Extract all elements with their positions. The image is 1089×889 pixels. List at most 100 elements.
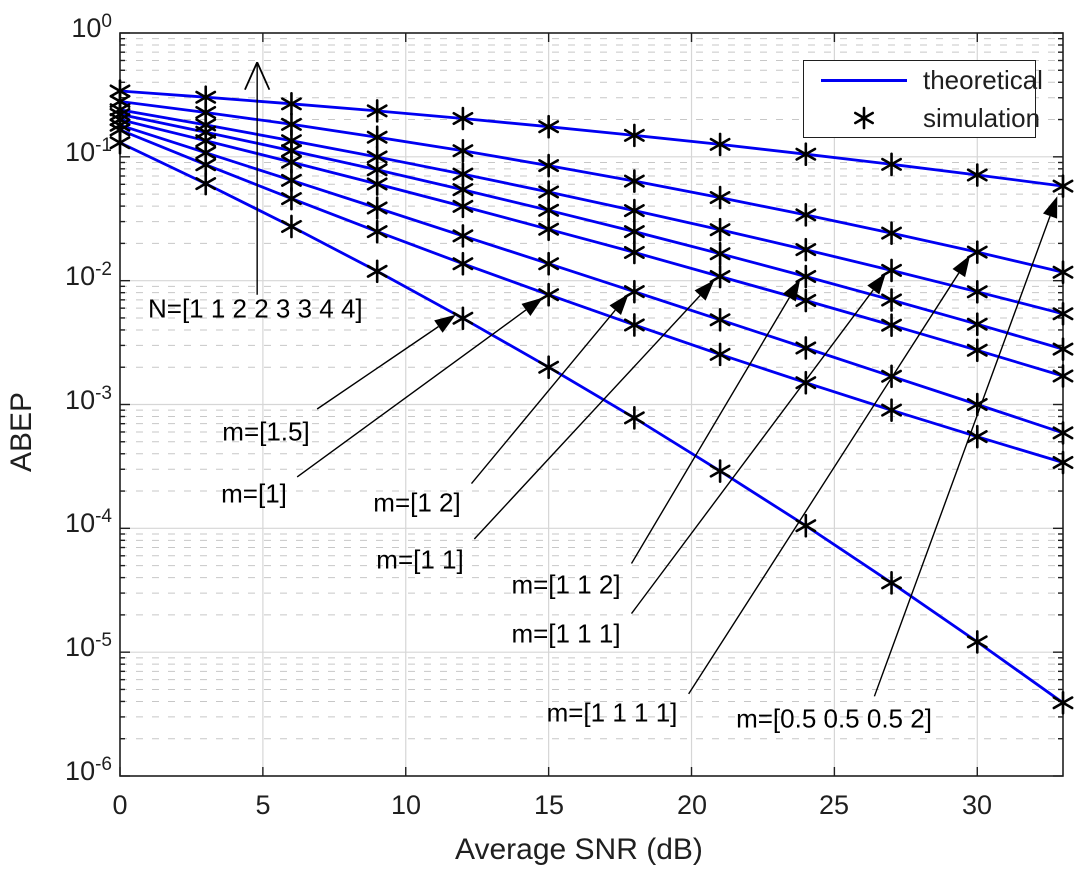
simulation-marker-8-0dB [109, 130, 131, 155]
y-tick-label-10e-6: 10-6 [20, 754, 112, 787]
simulation-marker-6-9dB [366, 196, 388, 220]
y-tick-exponent: -1 [95, 135, 112, 156]
m-annotation-arrow-1 [316, 326, 439, 410]
m-annotation-arrow-7-head [952, 255, 971, 278]
theoretical-curve-8 [119, 141, 1064, 704]
m-annotation-text-7: m=[1 1 1 1] [546, 697, 678, 728]
simulation-marker-8-6dB [281, 214, 302, 239]
y-tick-label-10e-2: 10-2 [20, 259, 112, 292]
theoretical-curve-2 [119, 100, 1064, 274]
m-annotation-arrow-2 [296, 309, 527, 478]
simulation-marker-5-12dB [452, 194, 474, 219]
simulation-marker-8-18dB [623, 406, 645, 430]
simulation-marker-6-21dB [709, 308, 731, 332]
simulation-marker-1-30dB [966, 163, 988, 187]
y-tick-label-10e-5: 10-5 [20, 630, 112, 663]
y-tick-exponent: -3 [95, 383, 112, 404]
simulation-marker-1-15dB [538, 114, 560, 139]
x-tick-label-30: 30 [961, 790, 993, 820]
simulation-marker-8-15dB [538, 355, 560, 380]
m-annotation-text-6: m=[1 1 1] [511, 618, 621, 649]
simulation-marker-6-30dB [966, 392, 988, 417]
simulation-marker-5-30dB [966, 338, 988, 363]
simulation-marker-5-15dB [538, 217, 560, 242]
y-tick-base: 10 [65, 261, 96, 291]
simulation-marker-6-27dB [881, 364, 902, 389]
theoretical-line-icon [816, 78, 911, 82]
simulation-marker-1-6dB [281, 92, 302, 116]
simulation-marker-2-24dB [795, 203, 817, 227]
theoretical-curve-3 [119, 108, 1064, 316]
simulation-marker-1-24dB [795, 142, 817, 167]
theoretical-curve-1 [119, 89, 1064, 188]
simulation-marker-2-15dB [538, 153, 560, 178]
m-annotation-arrow-7 [688, 272, 960, 695]
simulation-marker-7-33dB [1052, 450, 1074, 475]
simulation-marker-8-24dB [795, 513, 817, 538]
simulation-marker-4-27dB [881, 288, 902, 312]
simulation-marker-5-9dB [366, 172, 388, 196]
legend-label: simulation [923, 102, 1041, 133]
m-annotation-arrow-1-head [434, 314, 456, 333]
simulation-marker-3-21dB [709, 217, 731, 242]
simulation-marker-6-33dB [1052, 421, 1074, 445]
simulation-marker-7-18dB [623, 313, 645, 337]
simulation-marker-2-12dB [452, 138, 474, 163]
simulation-marker-8-33dB [1052, 691, 1074, 715]
x-axis-label: Average SNR (dB) [455, 833, 703, 866]
x-tick-label-5: 5 [255, 790, 271, 820]
simulation-marker-7-9dB [366, 219, 388, 244]
m-annotation-text-3: m=[1 2] [373, 487, 461, 518]
simulation-marker-5-24dB [795, 288, 817, 313]
simulation-marker-7-30dB [966, 424, 988, 449]
simulation-marker-2-9dB [366, 125, 388, 150]
simulation-marker-7-27dB [881, 398, 902, 422]
m-annotation-arrow-5 [630, 297, 790, 564]
m-annotation-arrow-8 [873, 215, 1051, 697]
y-tick-exponent: -2 [95, 259, 112, 280]
simulation-marker-4-33dB [1052, 337, 1074, 361]
simulation-marker-8-3dB [195, 171, 217, 196]
simulation-marker-1-27dB [881, 152, 902, 177]
simulation-marker-6-18dB [623, 279, 645, 304]
simulation-marker-2-21dB [709, 185, 731, 210]
simulation-marker-7-6dB [281, 186, 302, 211]
theoretical-curve-7 [119, 128, 1064, 464]
y-tick-exponent: -5 [95, 630, 112, 651]
simulation-marker-7-21dB [709, 342, 731, 367]
m-annotation-text-8: m=[0.5 0.5 0.5 2] [736, 703, 932, 734]
y-tick-base: 10 [65, 632, 96, 662]
m-annotation-text-4: m=[1 1] [376, 544, 464, 575]
simulation-marker-6-12dB [452, 224, 474, 248]
m-annotation-text-1: m=[1.5] [222, 416, 310, 447]
simulation-marker-1-21dB [709, 132, 731, 157]
m-annotation-arrow-5-head [782, 279, 801, 302]
simulation-marker-8-30dB [966, 630, 988, 654]
simulation-marker-7-15dB [538, 282, 560, 307]
simulation-marker-3-18dB [623, 198, 645, 223]
y-tick-label-10e-3: 10-3 [20, 383, 112, 416]
m-annotation-arrow-6-head [867, 273, 886, 295]
simulation-marker-4-18dB [623, 219, 645, 244]
asterisk-marker-icon [816, 105, 911, 131]
y-tick-exponent: -6 [95, 754, 112, 775]
simulation-marker-7-3dB [195, 152, 217, 177]
m-annotation-arrow-4-head [694, 280, 715, 301]
simulation-marker-8-27dB [881, 571, 902, 595]
m-annotation-arrow-2-head [521, 297, 543, 316]
m-annotation-arrow-3 [470, 309, 616, 484]
legend-label: theoretical [923, 64, 1043, 95]
n-annotation-arrow-head [256, 61, 271, 91]
simulation-marker-3-30dB [966, 280, 988, 304]
theoretical-curve-5 [119, 118, 1064, 378]
m-annotation-text-2: m=[1] [221, 478, 287, 509]
m-annotation-arrow-8-head [1043, 196, 1058, 219]
simulation-marker-2-18dB [623, 169, 645, 193]
simulation-marker-2-27dB [881, 221, 902, 245]
m-annotation-arrow-4 [473, 295, 701, 540]
simulation-marker-5-18dB [623, 240, 645, 265]
y-tick-base: 10 [65, 508, 96, 538]
simulation-marker-1-9dB [366, 99, 388, 123]
m-annotation-arrow-6 [630, 289, 874, 614]
